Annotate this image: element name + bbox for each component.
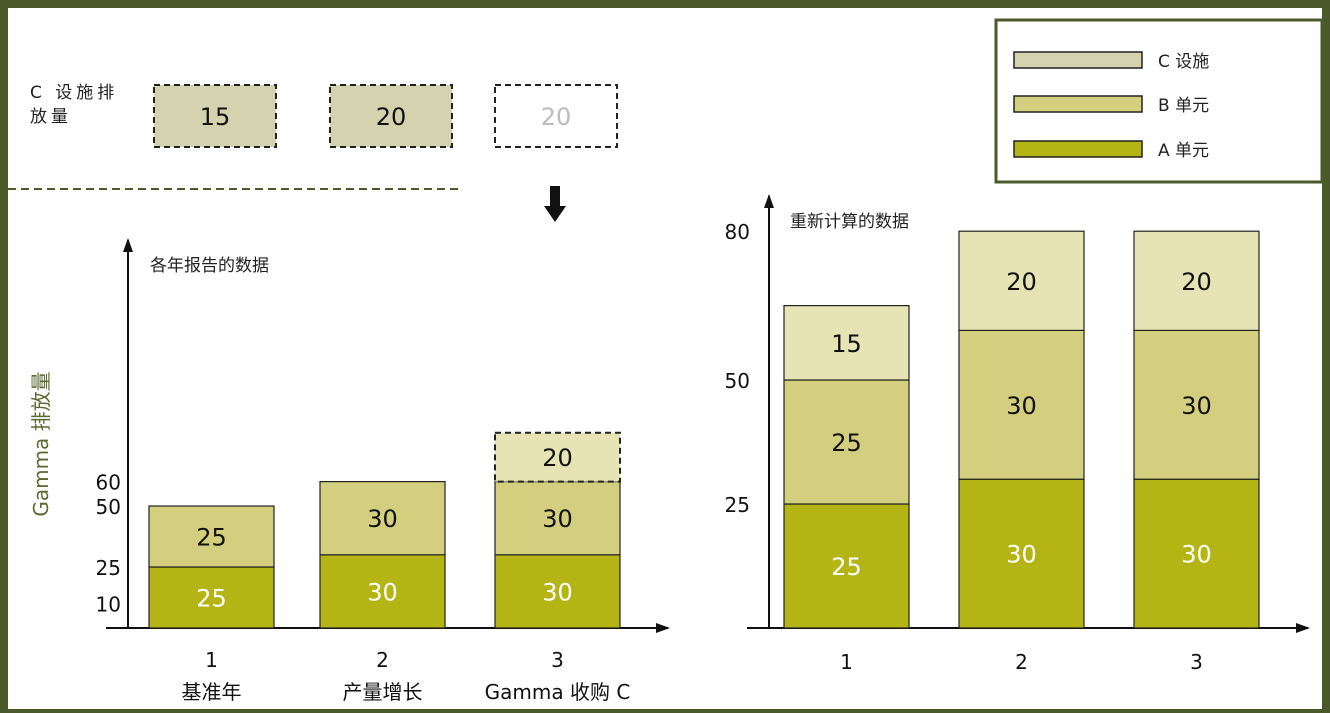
chart2-data-label-2-series-3: 20 xyxy=(1006,268,1037,296)
down-arrow-shaft xyxy=(550,186,560,208)
chart2-data-label-1-series-1: 25 xyxy=(831,553,862,581)
chart1-bar-1-series-1 xyxy=(148,566,275,629)
chart2-bar-3-series-1 xyxy=(1133,478,1260,629)
legend-swatch-1 xyxy=(1013,51,1143,69)
chart1-bar-3-series-1 xyxy=(494,554,621,629)
chart2-bar-1-series-3 xyxy=(783,305,910,381)
chart1-category-label-1: 1 xyxy=(205,648,218,672)
facility-c-box-2 xyxy=(329,84,453,148)
chart1-data-label-1-series-2: 25 xyxy=(196,524,227,552)
chart1-title: 各年报告的数据 xyxy=(150,256,269,276)
legend-label-1: C 设施 xyxy=(1158,52,1209,72)
facility-c-box-value-2: 20 xyxy=(376,103,407,131)
chart1-bar-3-series-3 xyxy=(494,431,621,483)
chart1-data-label-3-series-2: 30 xyxy=(542,505,573,533)
chart2-data-label-1-series-2: 25 xyxy=(831,429,862,457)
chart1-data-label-3-series-1: 30 xyxy=(542,578,573,606)
chart2-data-label-2-series-2: 30 xyxy=(1006,392,1037,420)
chart1-bar-2-series-1 xyxy=(319,554,446,629)
facility-c-box-1 xyxy=(153,84,277,148)
chart-canvas: C 设施排放量 15 20 20 C 设施 B 单元 A 单元各年报告的数据 Gamma 排放… xyxy=(8,8,1324,709)
chart1-y-tick-label-50: 50 xyxy=(96,495,121,519)
chart2-data-label-3-series-2: 30 xyxy=(1181,392,1212,420)
chart2-title: 重新计算的数据 xyxy=(790,212,909,232)
chart1-category-sublabel-1: 基准年 xyxy=(182,680,242,704)
chart2-bar-3-series-2 xyxy=(1133,329,1260,480)
chart2-data-label-2-series-1: 30 xyxy=(1006,541,1037,569)
chart1-data-label-3-series-3: 20 xyxy=(542,444,573,472)
chart2-bar-2-series-2 xyxy=(958,329,1085,480)
chart2-y-tick-label-50: 50 xyxy=(725,369,750,393)
chart1-category-sublabel-3: Gamma 收购 C xyxy=(485,680,631,704)
chart2-data-label-3-series-3: 20 xyxy=(1181,268,1212,296)
chart2-y-tick-label-80: 80 xyxy=(725,220,750,244)
chart1-y-tick-label-10: 10 xyxy=(96,593,121,617)
chart2-y-tick-label-25: 25 xyxy=(725,493,750,517)
legend-label-2: B 单元 xyxy=(1158,96,1209,116)
chart1-y-axis-label: Gamma 排放量 xyxy=(29,371,53,516)
chart1-data-label-1-series-1: 25 xyxy=(196,585,227,613)
chart2-bar-2-series-1 xyxy=(958,478,1085,629)
down-arrow-icon xyxy=(544,206,566,222)
legend-label-3: A 单元 xyxy=(1158,141,1209,161)
chart1-category-sublabel-2: 产量增长 xyxy=(343,680,423,704)
chart2-category-label-1: 1 xyxy=(840,650,853,674)
chart1-bar-3-series-2 xyxy=(494,481,621,556)
legend-swatch-3 xyxy=(1013,140,1143,158)
facility-c-box-value-3: 20 xyxy=(541,103,572,131)
chart2-data-label-3-series-1: 30 xyxy=(1181,541,1212,569)
legend-swatch-2 xyxy=(1013,95,1143,113)
chart1-category-label-3: 3 xyxy=(551,648,564,672)
chart1-bar-2-series-2 xyxy=(319,481,446,556)
chart1-data-label-2-series-2: 30 xyxy=(367,505,398,533)
chart2-data-label-1-series-3: 15 xyxy=(831,330,862,358)
chart2-bar-3-series-3 xyxy=(1133,230,1260,331)
chart1-y-tick-label-60: 60 xyxy=(96,471,121,495)
chart2-category-label-3: 3 xyxy=(1190,650,1203,674)
chart1-y-tick-label-25: 25 xyxy=(96,556,121,580)
facility-c-row-label: C 设施排放量 xyxy=(30,83,118,127)
chart1-data-label-2-series-1: 30 xyxy=(367,578,398,606)
chart1-bar-1-series-2 xyxy=(148,505,275,568)
chart2-bar-1-series-2 xyxy=(783,379,910,505)
chart2-category-label-2: 2 xyxy=(1015,650,1028,674)
chart1-category-label-2: 2 xyxy=(376,648,389,672)
facility-c-box-3 xyxy=(494,84,618,148)
facility-c-box-value-1: 15 xyxy=(200,103,231,131)
chart2-bar-2-series-3 xyxy=(958,230,1085,331)
chart2-bar-1-series-1 xyxy=(783,503,910,629)
